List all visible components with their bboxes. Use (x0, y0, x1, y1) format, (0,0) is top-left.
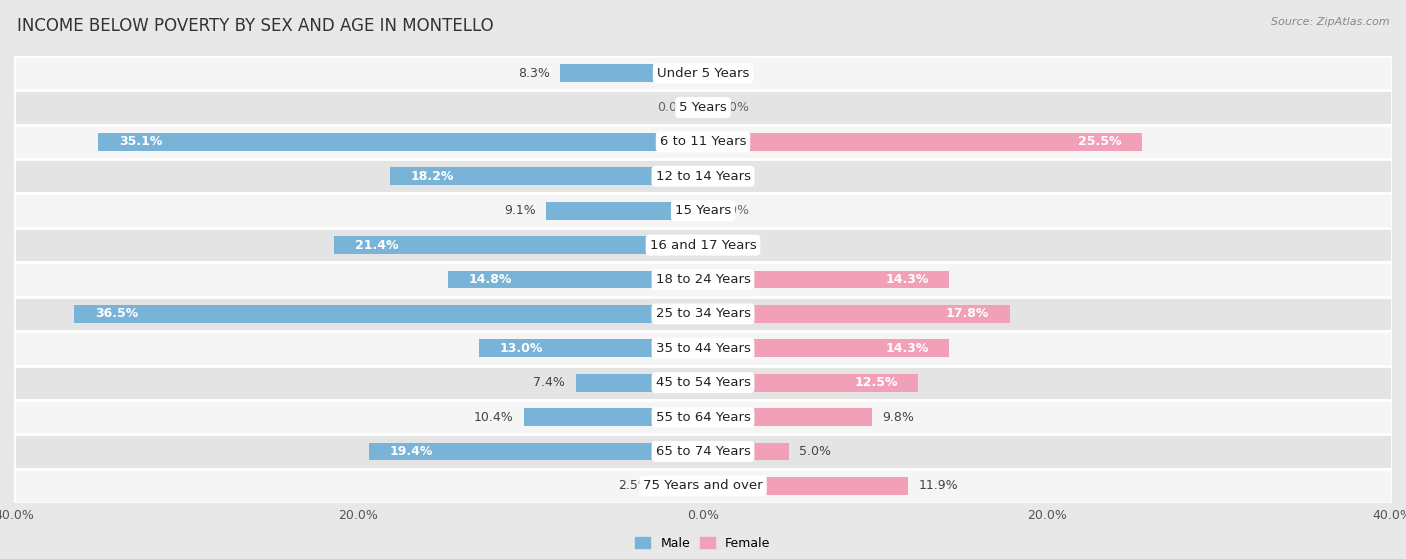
Text: 0.0%: 0.0% (717, 204, 749, 217)
Legend: Male, Female: Male, Female (630, 532, 776, 555)
Text: 25.5%: 25.5% (1078, 135, 1122, 148)
Bar (703, 374, 918, 392)
Text: 6 to 11 Years: 6 to 11 Years (659, 135, 747, 148)
Bar (14, 193, 1392, 228)
Text: 0.0%: 0.0% (717, 170, 749, 183)
Text: 0.0%: 0.0% (717, 67, 749, 79)
Text: 16 and 17 Years: 16 and 17 Years (650, 239, 756, 252)
Bar (335, 236, 703, 254)
Text: Under 5 Years: Under 5 Years (657, 67, 749, 79)
Text: 12.5%: 12.5% (853, 376, 897, 389)
Bar (524, 408, 703, 426)
Text: 9.8%: 9.8% (882, 411, 914, 424)
Bar (703, 305, 1010, 323)
Bar (98, 133, 703, 151)
Text: 0.0%: 0.0% (717, 239, 749, 252)
Text: 75 Years and over: 75 Years and over (643, 480, 763, 492)
Text: 11.9%: 11.9% (918, 480, 957, 492)
Bar (14, 228, 1392, 262)
Bar (14, 262, 1392, 297)
Bar (575, 374, 703, 392)
Bar (14, 434, 1392, 468)
Bar (14, 400, 1392, 434)
Text: 19.4%: 19.4% (389, 445, 433, 458)
Bar (75, 305, 703, 323)
Text: 15 Years: 15 Years (675, 204, 731, 217)
Text: 14.3%: 14.3% (886, 342, 928, 355)
Text: 9.1%: 9.1% (505, 204, 536, 217)
Bar (479, 339, 703, 357)
Bar (14, 366, 1392, 400)
Bar (703, 477, 908, 495)
Bar (659, 477, 703, 495)
Text: 2.5%: 2.5% (617, 480, 650, 492)
Bar (14, 297, 1392, 331)
Text: 0.0%: 0.0% (717, 101, 749, 114)
Bar (703, 339, 949, 357)
Bar (368, 443, 703, 461)
Text: INCOME BELOW POVERTY BY SEX AND AGE IN MONTELLO: INCOME BELOW POVERTY BY SEX AND AGE IN M… (17, 17, 494, 35)
Text: 8.3%: 8.3% (517, 67, 550, 79)
Text: 12 to 14 Years: 12 to 14 Years (655, 170, 751, 183)
Text: 5 Years: 5 Years (679, 101, 727, 114)
Text: 7.4%: 7.4% (533, 376, 565, 389)
Text: 36.5%: 36.5% (96, 307, 138, 320)
Text: 13.0%: 13.0% (499, 342, 543, 355)
Text: 21.4%: 21.4% (356, 239, 398, 252)
Bar (703, 443, 789, 461)
Text: 35.1%: 35.1% (120, 135, 163, 148)
Bar (449, 271, 703, 288)
Bar (14, 468, 1392, 503)
Bar (14, 56, 1392, 91)
Text: 65 to 74 Years: 65 to 74 Years (655, 445, 751, 458)
Bar (703, 271, 949, 288)
Bar (14, 91, 1392, 125)
Bar (560, 64, 703, 82)
Text: 55 to 64 Years: 55 to 64 Years (655, 411, 751, 424)
Text: 0.0%: 0.0% (657, 101, 689, 114)
Text: 45 to 54 Years: 45 to 54 Years (655, 376, 751, 389)
Text: 18 to 24 Years: 18 to 24 Years (655, 273, 751, 286)
Text: Source: ZipAtlas.com: Source: ZipAtlas.com (1271, 17, 1389, 27)
Text: 18.2%: 18.2% (411, 170, 454, 183)
Text: 25 to 34 Years: 25 to 34 Years (655, 307, 751, 320)
Bar (703, 408, 872, 426)
Bar (14, 125, 1392, 159)
Text: 14.8%: 14.8% (468, 273, 512, 286)
Text: 10.4%: 10.4% (474, 411, 513, 424)
Text: 14.3%: 14.3% (886, 273, 928, 286)
Text: 17.8%: 17.8% (946, 307, 988, 320)
Bar (14, 159, 1392, 193)
Bar (14, 331, 1392, 366)
Text: 5.0%: 5.0% (800, 445, 831, 458)
Bar (703, 133, 1142, 151)
Text: 35 to 44 Years: 35 to 44 Years (655, 342, 751, 355)
Bar (389, 167, 703, 185)
Bar (547, 202, 703, 220)
